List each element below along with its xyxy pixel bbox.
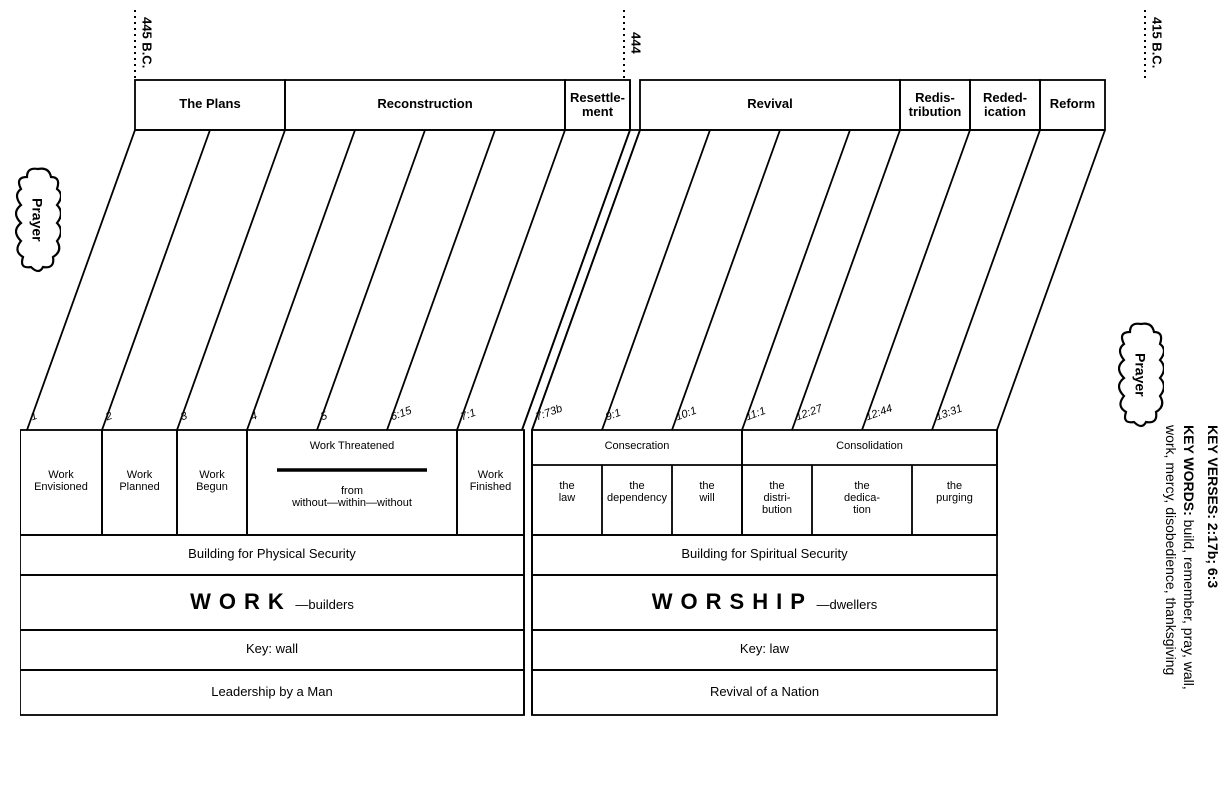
sub-cell: the dedica- tion — [812, 480, 912, 516]
header-cell: Redis- tribution — [900, 91, 970, 120]
sub-cell: the distri- bution — [742, 480, 812, 516]
consecration-header: Consecration — [532, 440, 742, 452]
work-cell: Work Begun — [177, 469, 247, 493]
prayer-label: Prayer — [29, 190, 44, 250]
sub-cell: the purging — [912, 480, 997, 504]
summary-right: Key: law — [532, 642, 997, 656]
consecration-header: Consolidation — [742, 440, 997, 452]
header-cell: The Plans — [135, 97, 285, 111]
prayer-cloud: Prayer — [15, 165, 61, 275]
sub-cell: the will — [672, 480, 742, 504]
header-cell: Reded- ication — [970, 91, 1040, 120]
key-verses: KEY VERSES: 2:17b; 6:3 — [1205, 425, 1220, 725]
sub-cell: the law — [532, 480, 602, 504]
prayer-label: Prayer — [1132, 345, 1147, 405]
header-cell: Reconstruction — [285, 97, 565, 111]
summary-left: Leadership by a Man — [20, 685, 524, 699]
work-threatened-sub: from without—within—without — [247, 485, 457, 509]
work-threatened-title: Work Threatened — [247, 440, 457, 452]
date-marker: 444 — [628, 10, 642, 75]
sub-cell: the dependency — [602, 480, 672, 504]
work-cell: Work Finished — [457, 469, 524, 493]
summary-worship: WORSHIP —dwellers — [532, 590, 997, 614]
summary-left: Key: wall — [20, 642, 524, 656]
summary-right: Building for Spiritual Security — [532, 547, 997, 561]
prayer-cloud: Prayer — [1118, 320, 1164, 430]
header-cell: Reform — [1040, 97, 1105, 111]
summary-left: Building for Physical Security — [20, 547, 524, 561]
key-words: KEY WORDS: build, remember, pray, wall, … — [1143, 425, 1198, 725]
header-cell: Revival — [640, 97, 900, 111]
header-cell: Resettle- ment — [565, 91, 630, 120]
summary-right: Revival of a Nation — [532, 685, 997, 699]
date-marker: 445 B.C. — [139, 10, 153, 75]
summary-work: WORK —builders — [20, 590, 524, 614]
work-cell: Work Planned — [102, 469, 177, 493]
date-marker: 415 B.C. — [1149, 10, 1163, 75]
side-notes: KEY VERSES: 2:17b; 6:3 KEY WORDS: build, … — [1140, 425, 1220, 725]
work-cell: Work Envisioned — [20, 469, 102, 493]
